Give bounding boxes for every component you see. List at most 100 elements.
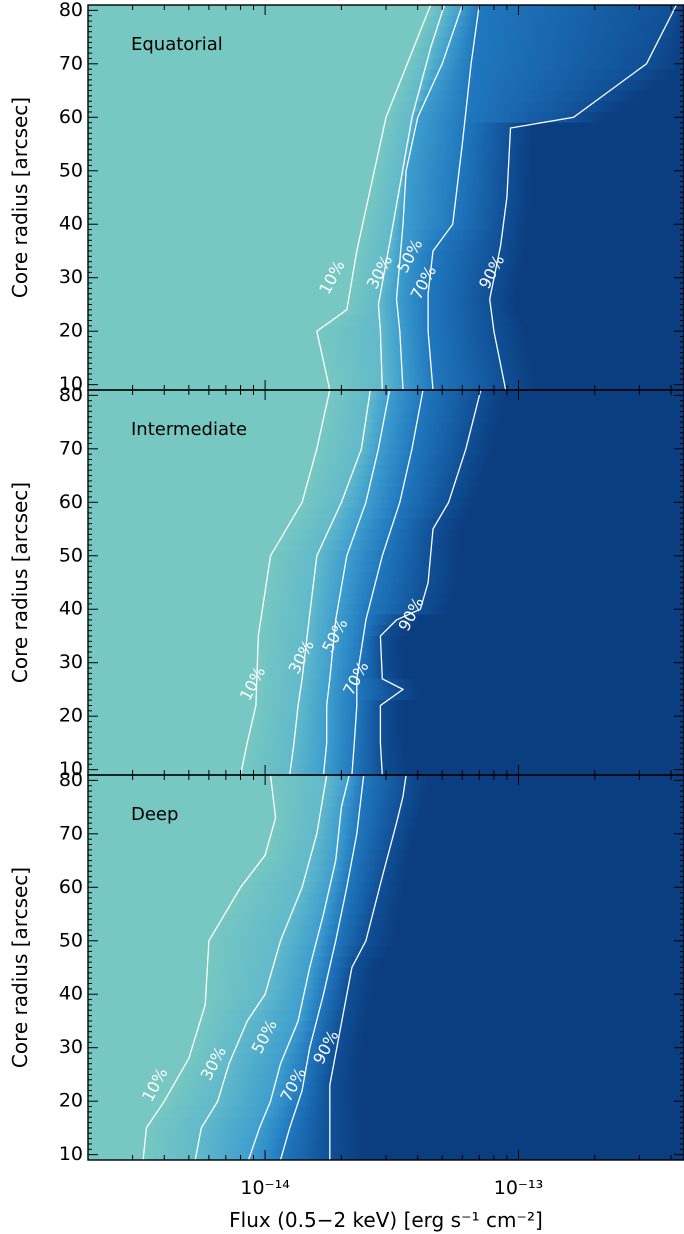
y-tick-label: 20 [59, 1090, 83, 1112]
heatmap-band [88, 1106, 684, 1118]
heatmap-band [88, 432, 684, 445]
heatmap-band [88, 347, 684, 359]
heatmap-band [88, 176, 684, 188]
heatmap-band [88, 775, 684, 787]
heatmap-band [88, 58, 684, 70]
heatmap-band [88, 807, 684, 819]
heatmap-panel-2 [88, 775, 684, 1160]
y-tick-label: 40 [59, 983, 83, 1005]
heatmap-band [88, 486, 684, 498]
heatmap-band [88, 272, 684, 284]
heatmap-band [88, 122, 684, 134]
heatmap-band [88, 646, 684, 658]
contour-group-2 [142, 775, 407, 1160]
y-tick-label: 30 [59, 266, 83, 288]
heatmap-band [88, 304, 684, 316]
heatmap-band [88, 689, 684, 701]
heatmap-band [88, 1020, 684, 1033]
heatmap-band [88, 154, 684, 167]
y-tick-label: 60 [59, 876, 83, 898]
heatmap-band [88, 785, 684, 797]
heatmap-band [88, 668, 684, 680]
y-tick-label: 50 [59, 929, 83, 951]
heatmap-band [88, 293, 684, 306]
heatmap-band [88, 999, 684, 1011]
heatmap-band [88, 475, 684, 487]
heatmap-band [88, 390, 684, 402]
heatmap-band [88, 1031, 684, 1043]
y-tick-label: 20 [59, 705, 83, 727]
y-tick-label: 80 [59, 0, 83, 21]
heatmap-band [88, 197, 684, 209]
heatmap-panel-0 [88, 5, 684, 390]
heatmap-band [88, 764, 684, 775]
heatmap-band [88, 1042, 684, 1054]
heatmap-band [88, 614, 684, 626]
heatmap-band [88, 721, 684, 733]
heatmap-band [88, 603, 684, 616]
y-tick-label: 70 [59, 437, 83, 459]
contour-line-10pct [142, 775, 277, 1160]
heatmap-band [88, 828, 684, 840]
contour-line-50pct [247, 775, 350, 1160]
heatmap-band [88, 1149, 684, 1160]
heatmap-band [88, 186, 684, 199]
x-tick-label: 10⁻¹³ [494, 1177, 543, 1199]
contour-group-0 [316, 5, 677, 390]
contour-line-90pct [329, 775, 407, 1160]
y-tick-label: 80 [59, 769, 83, 791]
heatmap-band [88, 1053, 684, 1065]
y-tick-label: 20 [59, 320, 83, 342]
y-tick-label: 10 [59, 758, 83, 780]
heatmap-band [88, 37, 684, 49]
contour-group-1 [239, 390, 482, 775]
heatmap-band [88, 240, 684, 252]
heatmap-band [88, 892, 684, 904]
heatmap-band [88, 133, 684, 145]
heatmap-band [88, 593, 684, 605]
heatmap-band [88, 1063, 684, 1076]
heatmap-band [88, 903, 684, 915]
heatmap-band [88, 914, 684, 926]
heatmap-band [88, 464, 684, 477]
heatmap-band [88, 529, 684, 541]
heatmap-band [88, 732, 684, 744]
x-tick-label: 10⁻¹⁴ [240, 1177, 290, 1199]
heatmap-band [88, 1138, 684, 1150]
heatmap-band [88, 208, 684, 220]
heatmap-band [88, 1095, 684, 1108]
panel-label: Equatorial [131, 34, 223, 55]
contour-line-90pct [379, 390, 482, 775]
heatmap-band [88, 165, 684, 177]
contour-line-10pct [239, 390, 331, 775]
heatmap-band [88, 849, 684, 862]
heatmap-band [88, 47, 684, 60]
heatmap-band [88, 1085, 684, 1097]
heatmap-panel-1 [88, 390, 684, 775]
heatmap-band [88, 379, 684, 390]
contour-line-70pct [351, 390, 424, 775]
heatmap-band [88, 571, 684, 584]
heatmap-band [88, 218, 684, 231]
heatmap-band [88, 5, 684, 17]
heatmap-band [88, 1074, 684, 1086]
y-tick-label: 40 [59, 213, 83, 235]
heatmap-band [88, 144, 684, 156]
heatmap-band [88, 967, 684, 979]
heatmap-band [88, 229, 684, 241]
y-tick-label: 50 [59, 544, 83, 566]
heatmap-band [88, 700, 684, 712]
y-tick-label: 80 [59, 384, 83, 406]
heatmap-band [88, 1127, 684, 1140]
x-axis-title: Flux (0.5−2 keV) [erg s⁻¹ cm⁻²] [229, 1208, 543, 1232]
heatmap-band [88, 496, 684, 509]
heatmap-band [88, 336, 684, 348]
heatmap-band [88, 357, 684, 370]
heatmap-band [88, 817, 684, 830]
heatmap-band [88, 924, 684, 937]
panel-label: Intermediate [131, 419, 247, 440]
heatmap-band [88, 443, 684, 455]
heatmap-band [88, 454, 684, 466]
heatmap-band [88, 742, 684, 755]
